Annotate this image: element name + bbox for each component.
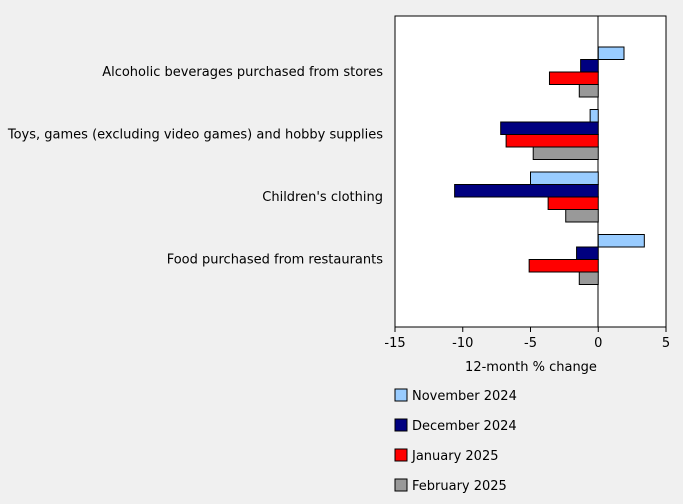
bar-3-series-1 bbox=[530, 171, 599, 185]
bar-1-series-2 bbox=[580, 59, 599, 73]
bar-2-series-4 bbox=[532, 146, 599, 160]
bar-3-series-4 bbox=[565, 209, 599, 223]
bars bbox=[454, 46, 645, 285]
legend-swatch bbox=[394, 448, 408, 462]
bar-4-series-1 bbox=[597, 234, 645, 248]
bar-1-series-3 bbox=[548, 71, 599, 85]
bar-2-series-2 bbox=[500, 121, 599, 135]
bar-3-series-2 bbox=[454, 184, 599, 198]
bar-2-series-1 bbox=[589, 109, 599, 123]
category-label: Alcoholic beverages purchased from store… bbox=[102, 65, 383, 80]
legend-label: February 2025 bbox=[412, 479, 507, 494]
legend-label: January 2025 bbox=[411, 449, 499, 464]
x-tick-label: 0 bbox=[594, 336, 602, 351]
bar-2-series-3 bbox=[505, 134, 599, 148]
legend-swatch bbox=[394, 418, 408, 432]
legend-label: December 2024 bbox=[412, 419, 517, 434]
category-label: Children's clothing bbox=[262, 190, 383, 205]
bar-3-series-3 bbox=[547, 196, 599, 210]
x-tick-label: -10 bbox=[452, 336, 473, 351]
x-tick-label: -15 bbox=[384, 336, 405, 351]
x-axis-ticks: -15 -10 -5 0 5 bbox=[384, 327, 670, 351]
legend-label: November 2024 bbox=[412, 389, 517, 404]
x-axis-title: 12-month % change bbox=[465, 360, 597, 375]
bar-1-series-4 bbox=[578, 84, 599, 98]
legend-swatch bbox=[394, 478, 408, 492]
category-label: Toys, games (excluding video games) and … bbox=[7, 128, 383, 143]
category-labels: Alcoholic beverages purchased from store… bbox=[7, 65, 383, 268]
bar-4-series-2 bbox=[576, 246, 599, 260]
legend-swatch bbox=[394, 388, 408, 402]
bar-4-series-4 bbox=[578, 271, 599, 285]
legend: November 2024 December 2024 January 2025 Fe… bbox=[394, 388, 517, 494]
bar-4-series-3 bbox=[528, 259, 599, 273]
bar-1-series-1 bbox=[597, 46, 625, 60]
x-tick-label: -5 bbox=[524, 336, 537, 351]
category-label: Food purchased from restaurants bbox=[167, 253, 384, 268]
x-tick-label: 5 bbox=[662, 336, 670, 351]
